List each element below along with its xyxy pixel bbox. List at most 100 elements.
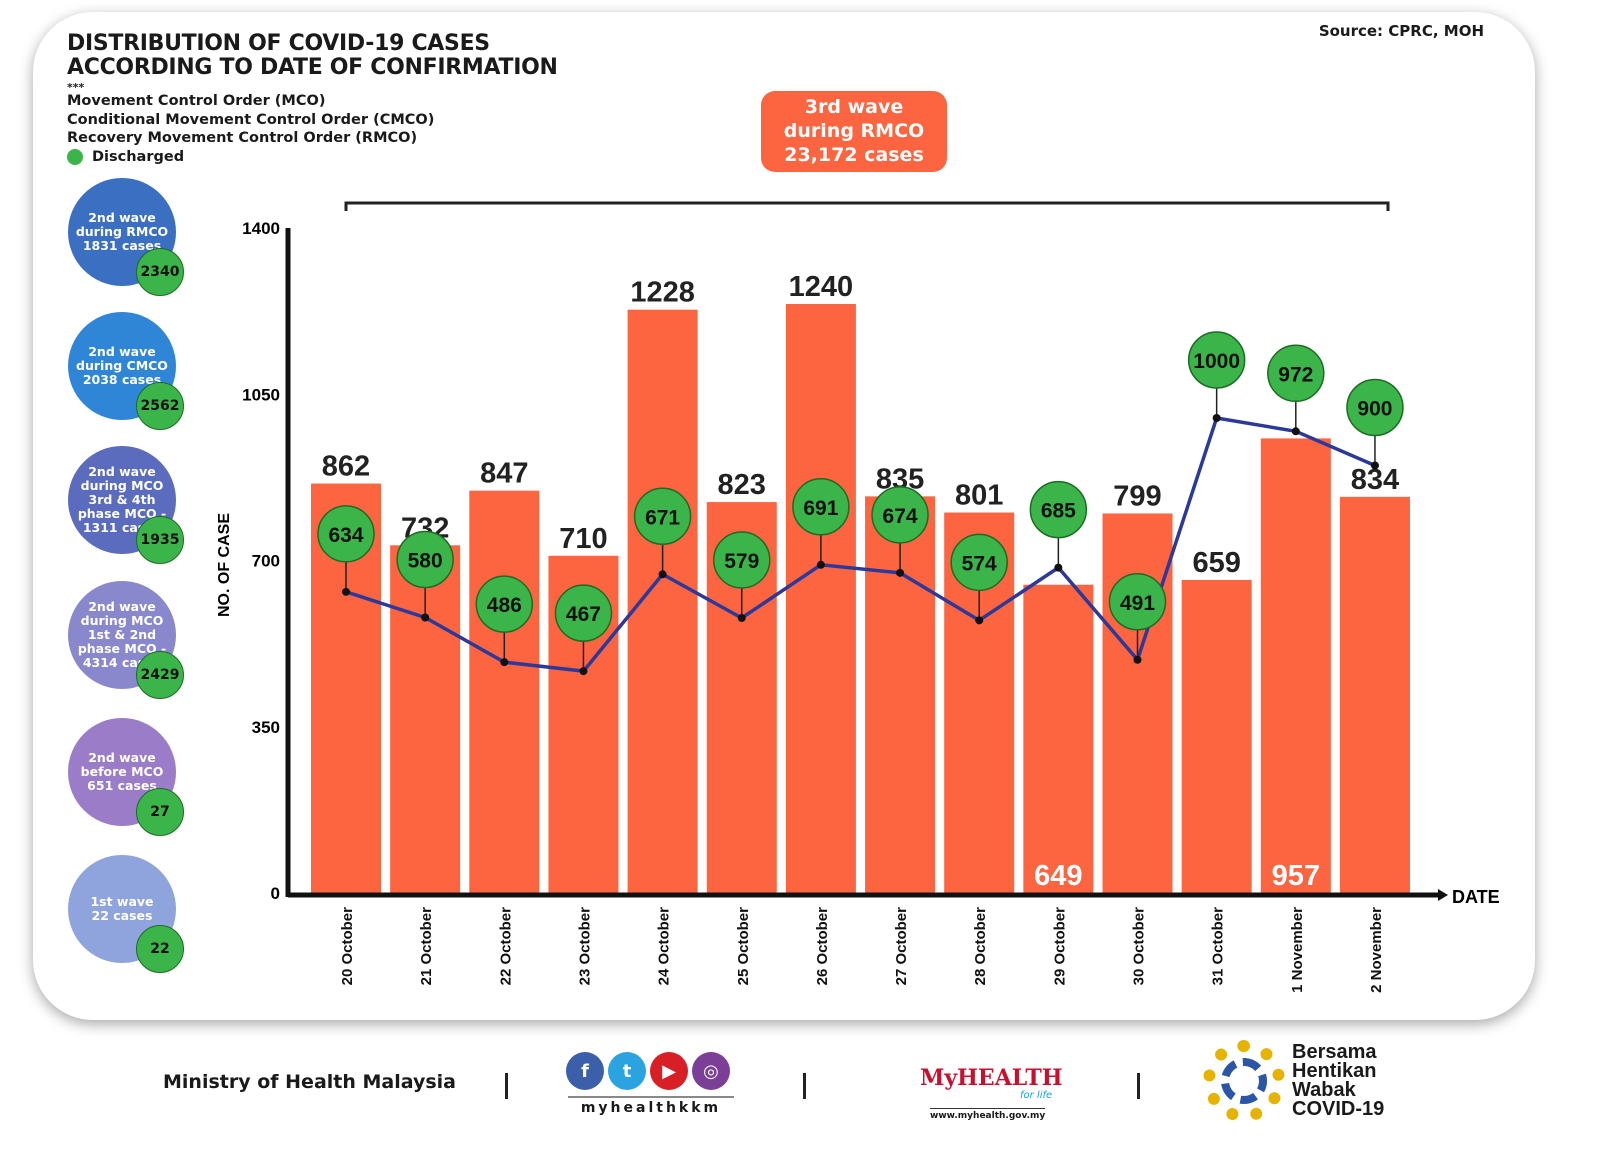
discharged-value-label: 674	[883, 505, 918, 528]
ministry-name: Ministry of Health Malaysia	[163, 1071, 457, 1093]
wave-label-line: during CMCO	[76, 358, 168, 373]
wave-circle: 1st wave 22 cases 22	[68, 855, 184, 973]
x-tick-label: 27 October	[893, 907, 910, 986]
bar	[1102, 513, 1173, 893]
legend-discharged: Discharged	[67, 148, 434, 167]
x-axis-arrow-icon	[1438, 889, 1448, 901]
note-rmco: Recovery Movement Control Order (RMCO)	[67, 130, 418, 146]
third-wave-box: 3rd wave during RMCO 23,172 cases	[761, 91, 947, 172]
discharged-bubble	[1029, 480, 1088, 539]
y-axis-label: NO. OF CASE	[216, 513, 233, 617]
wave-label-line: 2nd wave	[88, 750, 156, 765]
myhealth-tagline: for life	[1020, 1090, 1053, 1101]
bar	[1181, 579, 1252, 893]
source: Source: CPRC, MOH	[1318, 22, 1484, 40]
x-tick-label: 22 October	[497, 907, 514, 986]
y-tick-label: 1400	[242, 219, 280, 238]
bar-value-label: 847	[480, 458, 528, 490]
x-tick-label: 1 November	[1289, 907, 1306, 993]
wave-discharged-badge: 2562	[136, 382, 184, 430]
note-cmco: Conditional Movement Control Order (CMCO…	[67, 111, 435, 128]
line-point	[975, 616, 984, 625]
line-point	[1133, 655, 1142, 664]
wave-label-line: 1831 cases	[82, 238, 162, 253]
twitter-icon[interactable]: t	[608, 1052, 646, 1090]
wave-label-line: 2nd wave	[88, 599, 156, 614]
wave-discharged-badge: 22	[136, 925, 184, 973]
line-point	[500, 658, 509, 667]
myhealth-url: www.myhealth.gov.my	[930, 1108, 1046, 1121]
divider	[1137, 1073, 1140, 1099]
wave-label-line: 651 cases	[87, 778, 157, 793]
x-tick-label: 21 October	[418, 907, 435, 986]
x-tick-label: 20 October	[339, 907, 356, 986]
bar-value-label: 710	[559, 523, 607, 555]
notes: *** Movement Control Order (MCO) Conditi…	[67, 81, 435, 167]
bar	[1260, 438, 1331, 893]
campaign-line: COVID-19	[1292, 1098, 1385, 1120]
y-tick-label: 1050	[242, 385, 280, 404]
x-tick-label: 28 October	[972, 907, 989, 986]
wave-label-line: during RMCO	[75, 224, 169, 239]
youtube-icon[interactable]: ▶	[650, 1052, 688, 1090]
discharged-value-label: 634	[328, 524, 363, 547]
line-point	[658, 570, 667, 579]
title-line-1: DISTRIBUTION OF COVID-19 CASES	[67, 31, 490, 56]
stars: ***	[67, 81, 85, 94]
discharged-value-label: 580	[408, 550, 443, 573]
instagram-icon[interactable]: ◎	[692, 1052, 730, 1090]
discharged-bubble	[1108, 573, 1167, 631]
discharged-bubble	[396, 530, 454, 589]
y-tick-label: 700	[252, 552, 280, 571]
wave-label-line: during MCO	[80, 613, 164, 628]
bar-value-label: 659	[1192, 547, 1240, 579]
wave-circle: 2nd wave during CMCO 2038 cases 2562	[68, 312, 184, 430]
bar	[627, 309, 698, 893]
facebook-icon[interactable]: f	[566, 1052, 604, 1090]
campaign-line: Wabak	[1292, 1079, 1356, 1101]
wave-discharged-badge: 2429	[136, 651, 184, 699]
y-tick-label: 350	[252, 718, 280, 737]
campaign-logo-icon	[1203, 1040, 1285, 1122]
campaign-line: Bersama	[1292, 1041, 1377, 1063]
discharged-bubble	[475, 575, 534, 633]
wave-label-line: 1st & 2nd	[87, 627, 157, 642]
discharged-bubble	[317, 505, 375, 563]
social-handle: myhealthkkm	[568, 1096, 734, 1116]
wave-label-line: 2nd wave	[88, 344, 156, 359]
divider	[803, 1073, 806, 1099]
wave-label-line: phase MCO -	[77, 506, 167, 521]
x-tick-label: 24 October	[656, 907, 673, 986]
campaign-text: Bersama Hentikan Wabak COVID-19	[1292, 1041, 1385, 1120]
discharged-value-label: 467	[566, 603, 601, 626]
line-point	[737, 613, 746, 622]
bar	[785, 304, 856, 893]
discharged-bubble	[713, 531, 771, 589]
wave-label: 2nd wave during RMCO 1831 cases	[76, 211, 168, 253]
bar	[1339, 496, 1410, 893]
line-point	[421, 613, 430, 622]
bar-value-label: 823	[718, 469, 766, 501]
discharged-bubble	[1346, 378, 1404, 437]
wave-label-line: 2038 cases	[82, 372, 162, 387]
wave-label-line: 2nd wave	[88, 464, 156, 479]
x-tick-label: 2 November	[1368, 907, 1385, 993]
wave-circle: 2nd wave during RMCO 1831 cases 2340	[68, 178, 184, 296]
wave-label: 2nd wave during CMCO 2038 cases	[76, 345, 168, 387]
wave-label: 2nd wave during MCO 3rd & 4th phase MCO -13…	[78, 465, 166, 535]
discharged-value-label: 972	[1278, 363, 1313, 386]
discharged-value-label: 685	[1041, 500, 1076, 523]
wave-discharged-badge: 27	[136, 788, 184, 836]
x-tick-label: 31 October	[1210, 907, 1227, 986]
discharged-bubble	[554, 584, 613, 642]
line-point	[816, 560, 825, 569]
legend-label: Discharged	[92, 148, 185, 165]
bar-value-label: 801	[955, 480, 1003, 512]
line-point	[1370, 461, 1379, 470]
divider	[505, 1073, 508, 1099]
discharged-value-label: 486	[487, 594, 522, 617]
x-tick-label: 29 October	[1051, 907, 1068, 986]
line-point	[1054, 563, 1063, 572]
wave-label: 2nd wave before MCO 651 cases	[81, 751, 164, 793]
